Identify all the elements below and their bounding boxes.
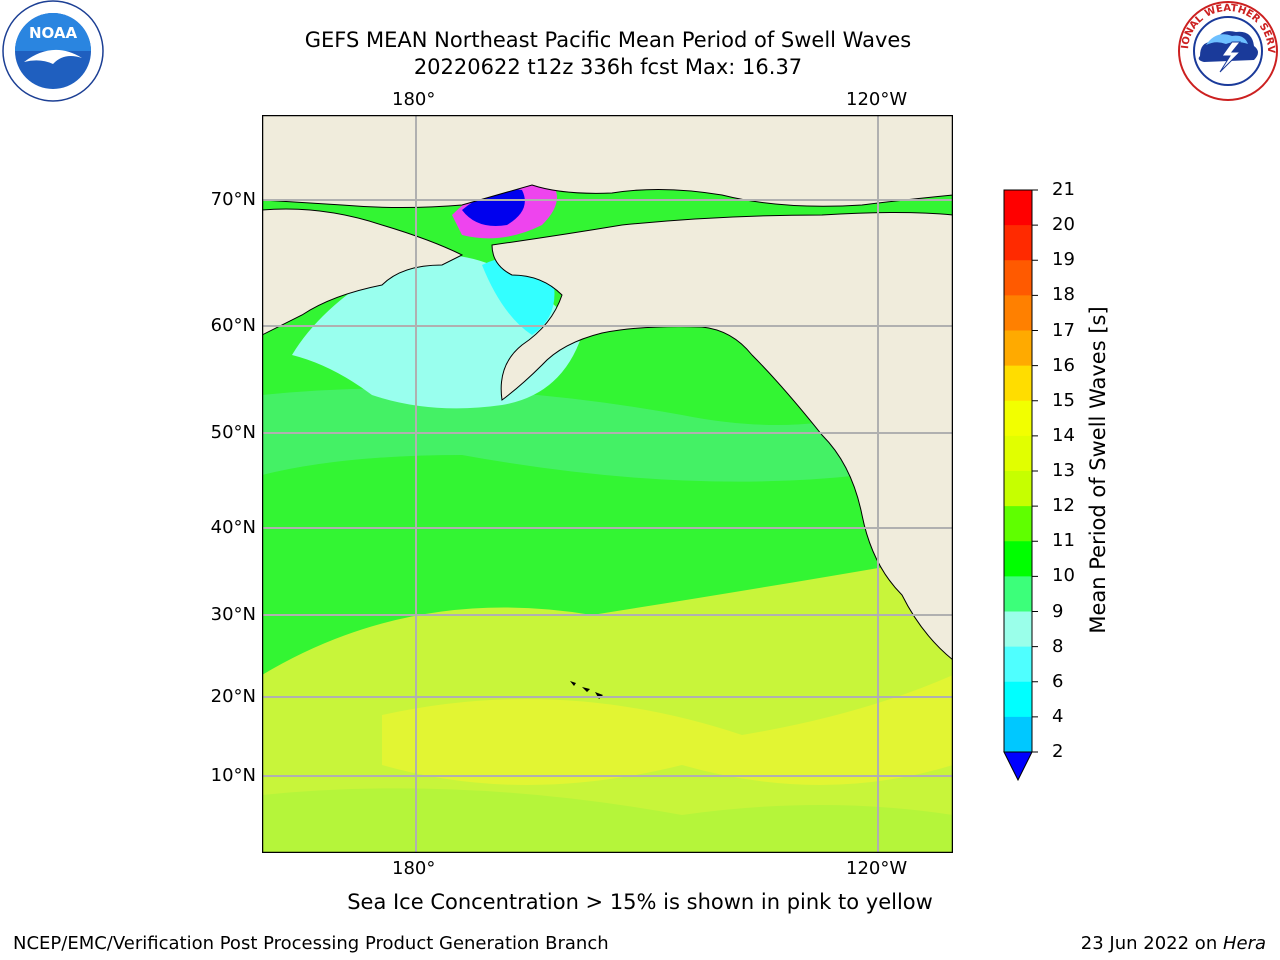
colorbar-cell: [1004, 611, 1032, 648]
noaa-logo-text: NOAA: [29, 24, 78, 42]
colorbar-tick-label: 15: [1052, 389, 1075, 411]
sea-ice-note: Sea Ice Concentration > 15% is shown in …: [347, 890, 933, 914]
siberia-land: [262, 208, 464, 336]
colorbar-cell: [1004, 506, 1032, 542]
colorbar-tick-label: 2: [1052, 741, 1064, 762]
colorbar-cell: [1004, 681, 1032, 718]
colorbar-cell: [1004, 471, 1032, 507]
colorbar-tick-label: 18: [1052, 284, 1075, 306]
colorbar: [1003, 189, 1038, 782]
host-name: Hera: [1222, 933, 1266, 954]
colorbar-tick-label: 16: [1052, 354, 1075, 376]
colorbar-cell: [1004, 435, 1032, 472]
colorbar-cell: [1004, 365, 1032, 402]
colorbar-tick-label: 9: [1052, 600, 1064, 622]
nws-logo-icon: NATIONAL WEATHER SERVICE: [1176, 0, 1278, 101]
colorbar-tick-label: 14: [1052, 424, 1075, 446]
arctic-blue: [462, 189, 525, 226]
lon-label-120w-top: 120°W: [846, 89, 908, 110]
colorbar-label: Mean Period of Swell Waves [s]: [1086, 306, 1110, 634]
colorbar-extend-arrow: [1003, 751, 1033, 782]
colorbar-tick-label: 21: [1052, 179, 1075, 200]
arctic-land: [262, 115, 953, 208]
colorbar-tick-label: 12: [1052, 495, 1075, 517]
colorbar-tick-label: 19: [1052, 249, 1075, 271]
lon-label-180-top: 180°: [392, 89, 436, 110]
noaa-logo-icon: NOAA: [2, 0, 104, 102]
colorbar-cell: [1004, 295, 1032, 331]
colorbar-tick-label: 6: [1052, 670, 1064, 692]
colorbar-cell: [1004, 225, 1032, 261]
colorbar-tick-label: 13: [1052, 460, 1075, 481]
ocean-zone-mid-green: [262, 388, 862, 482]
colorbar-tick-label: 11: [1052, 530, 1075, 552]
colorbar-cell: [1004, 400, 1032, 437]
swell-period-map: [262, 115, 953, 853]
lat-label-60n: 60°N: [210, 315, 256, 336]
lat-label-10n: 10°N: [210, 765, 256, 786]
colorbar-cell: [1004, 330, 1032, 367]
colorbar-tick-label: 20: [1052, 214, 1075, 236]
north-america-land: [491, 212, 953, 661]
colorbar-cell: [1004, 716, 1032, 753]
credit-text: NCEP/EMC/Verification Post Processing Pr…: [13, 933, 609, 954]
lat-label-40n: 40°N: [210, 517, 256, 538]
date-text: 23 Jun 2022 on Hera: [1080, 933, 1266, 954]
colorbar-cell: [1004, 260, 1032, 296]
colorbar-cell: [1004, 576, 1032, 612]
lat-label-70n: 70°N: [210, 189, 256, 210]
colorbar-tick-label: 4: [1052, 705, 1064, 727]
colorbar-tick-label: 10: [1052, 565, 1075, 587]
colorbar-tick-label: 17: [1052, 319, 1075, 341]
map-title: GEFS MEAN Northeast Pacific Mean Period …: [304, 28, 912, 52]
lat-label-20n: 20°N: [210, 686, 256, 707]
lat-label-50n: 50°N: [210, 422, 256, 443]
colorbar-cell: [1004, 646, 1032, 683]
ocean-zone-south: [262, 788, 953, 853]
lat-label-30n: 30°N: [210, 604, 256, 625]
colorbar-tick-label: 8: [1052, 635, 1064, 657]
graticule: [262, 115, 953, 853]
colorbar-cell: [1004, 190, 1032, 226]
lon-label-120w-bottom: 120°W: [846, 858, 908, 879]
colorbar-cell: [1004, 541, 1032, 577]
lon-label-180-bottom: 180°: [392, 858, 436, 879]
hawaii-islands: [570, 681, 603, 699]
ocean-zone-yellow: [382, 675, 953, 785]
map-subtitle: 20220622 t12z 336h fcst Max: 16.37: [413, 55, 803, 79]
